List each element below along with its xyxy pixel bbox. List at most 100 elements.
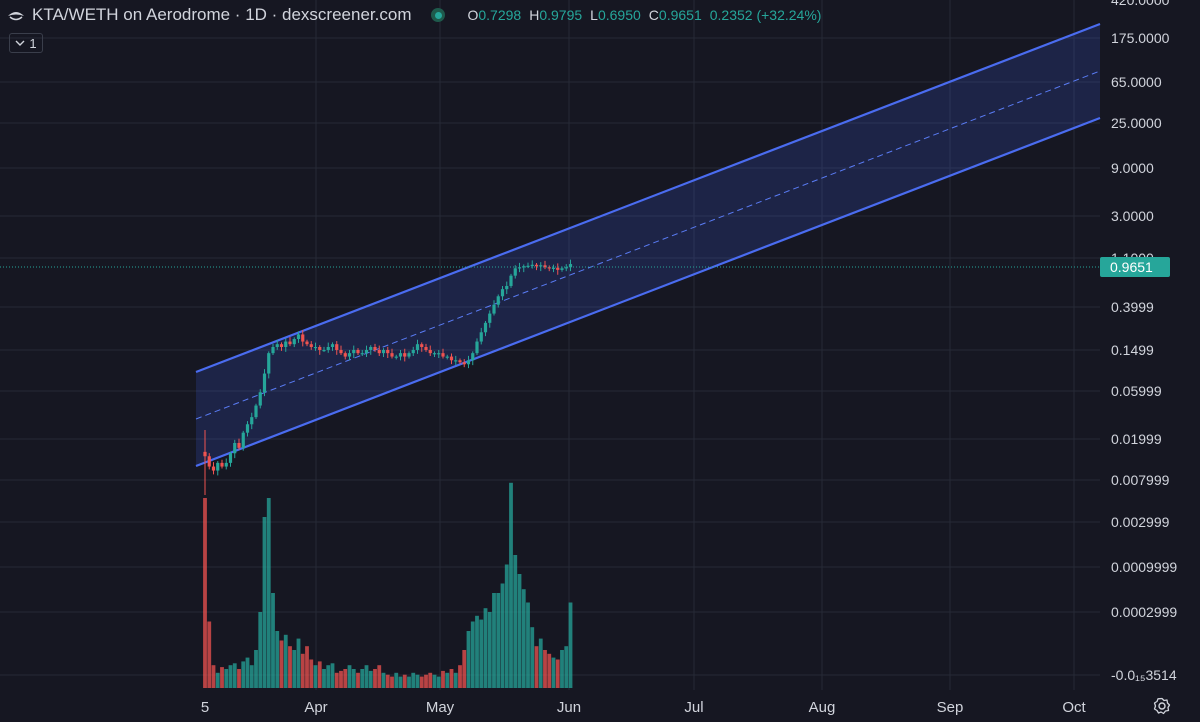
volume-bar [279,640,284,688]
candle-body [483,322,488,333]
volume-bar [330,663,335,688]
candle-body [411,349,415,354]
volume-bar [215,672,220,688]
volume-bar [241,661,246,688]
candle-body [394,356,398,358]
gear-icon[interactable] [1153,697,1171,715]
volume-bar [271,593,275,688]
candle-body [428,349,432,354]
candle-body [373,346,377,350]
candle-body [313,346,318,349]
candle-body [560,268,564,270]
candle-body [500,289,505,297]
candle-body [224,462,228,467]
candle-body [369,346,373,350]
candle-body [534,264,539,267]
price-axis: 420.0000 175.0000 65.0000 25.0000 9.0000 3.00… [1111,0,1177,683]
candle-body [454,360,458,362]
price-tick-label: 0.01999 [1111,431,1162,447]
ohlc-open: O0.7298 [467,7,522,23]
volume-bar [411,672,416,688]
volume-bar [402,674,407,688]
candle-body [330,344,335,347]
time-tick-label: Jun [557,699,581,716]
candle-body [241,432,245,448]
volume-bar [432,674,437,688]
volume-bar [462,650,467,688]
volume-bar [475,615,479,688]
volume-bar [381,672,386,688]
volume-bar [449,669,454,688]
volume-bar [347,665,352,688]
time-tick-label: Sep [937,699,964,716]
volume-bar [509,482,513,688]
candle-body [279,344,284,347]
volume-bar [228,665,233,688]
time-tick-label: Jul [684,699,703,716]
candle-body [386,349,390,354]
volume-bar [220,667,224,688]
channel-middle-line [195,70,1101,420]
candle-body [530,264,534,266]
volume-bar [390,676,394,688]
volume-bar [424,674,428,688]
candle-body [445,356,449,358]
volume-bar [521,589,526,688]
volume-bar [368,670,373,688]
candle-body [339,349,343,354]
volume-bar [555,659,560,688]
ohlc-low: L0.6950 [590,7,641,23]
volume-bar [564,646,569,688]
candle-body [288,341,292,345]
price-tick-label: 9.0000 [1111,160,1154,176]
candle-body [458,360,462,363]
candle-body [415,344,420,350]
candle-body [245,424,250,433]
volume-bar [237,669,241,688]
candle-body [432,353,437,355]
price-tick-label: -0.0₁₅3514 [1111,667,1177,683]
candle-body [513,268,517,276]
price-tick-label: 0.002999 [1111,514,1170,530]
time-tick-label: 5 [201,699,209,716]
volume-bar [415,674,420,688]
candle-body [237,442,241,448]
candle-body [543,265,547,268]
volume-bar [551,657,556,688]
candle-body [488,313,492,323]
volume-bar [428,672,433,688]
volume-bar [356,672,360,688]
volume-bar [470,621,475,688]
volume-bar [458,665,462,688]
channel-lower-line [195,116,1101,468]
ohlc-change: 0.2352 (+32.24%) [709,7,822,23]
candle-body [526,265,530,267]
volume-bar [232,663,237,688]
ohlc-high: H0.9795 [529,7,583,23]
volume-bar [487,612,492,688]
candle-body [377,349,381,354]
volume-bar [266,498,271,688]
channel-upper-line [195,22,1101,374]
candle-body [424,346,428,350]
volume-bar [364,665,369,688]
candle-body [356,349,360,354]
price-tick-label: 175.0000 [1111,30,1170,46]
candle-body [250,417,254,425]
volume-bar [326,665,331,688]
volume-bar [249,665,254,688]
grid-lines [0,0,1100,690]
volume-bar [419,676,424,688]
candle-body [275,344,279,347]
candle-body [437,353,441,355]
indicator-toggle-button[interactable]: 1 [9,33,43,53]
candle-body [403,353,407,357]
price-tick-label: 3.0000 [1111,208,1154,224]
live-status-icon [431,8,446,22]
volume-bar [530,627,535,688]
candle-body [509,275,513,286]
candle-body [211,466,216,471]
candle-body [496,296,500,305]
volume-bar [436,676,441,688]
